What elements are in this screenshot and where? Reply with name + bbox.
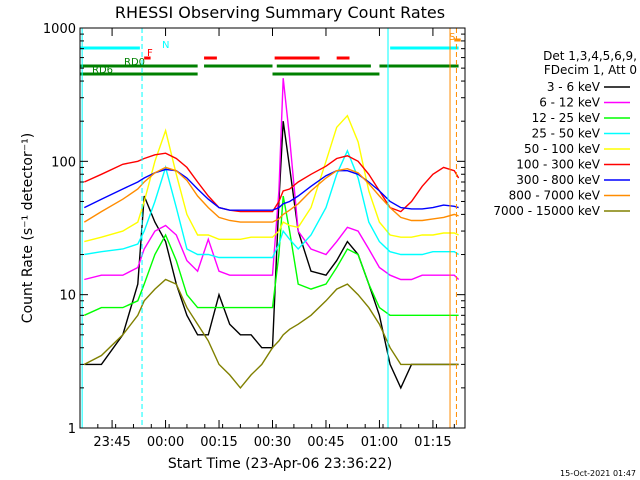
chart-title: RHESSI Observing Summary Count Rates [115, 3, 445, 22]
series-line-1 [84, 78, 460, 281]
legend-label-4: 50 - 100 keV [524, 142, 601, 156]
x-axis-label: Start Time (23-Apr-06 23:36:22) [168, 456, 392, 472]
x-tick-label-6: 01:15 [414, 435, 451, 450]
legend-header-1: FDecim 1, Att 0 [544, 63, 637, 77]
legend-label-3: 25 - 50 keV [532, 127, 601, 141]
legend-label-8: 7000 - 15000 keV [493, 204, 600, 218]
series-line-7 [83, 166, 459, 223]
flag-bars: NF S RD0 RD6 [80, 32, 461, 76]
y-tick-label-2: 100 [51, 155, 76, 170]
x-tick-label-4: 00:45 [307, 435, 344, 450]
plot-frame [79, 27, 466, 429]
series-line-8 [83, 278, 459, 390]
flag-label-f: F [147, 48, 153, 59]
series-line-5 [84, 152, 460, 213]
legend-label-5: 100 - 300 keV [516, 158, 600, 172]
y-tick-label-3: 1000 [43, 22, 76, 37]
x-tick-label-0: 23:45 [93, 435, 130, 450]
x-tick-label-2: 00:15 [200, 435, 237, 450]
series-line-3 [84, 149, 459, 259]
legend-label-0: 3 - 6 keV [547, 80, 601, 94]
series-line-6 [83, 168, 459, 211]
legend-label-1: 6 - 12 keV [539, 96, 601, 110]
y-tick-label-0: 1 [68, 422, 76, 437]
legend: Det 1,3,4,5,6,9,FDecim 1, Att 0 3 - 6 keV… [493, 49, 637, 218]
timestamp: 15-Oct-2021 01:47 [560, 469, 636, 478]
legend-label-7: 800 - 7000 keV [509, 189, 601, 203]
y-tick-label-1: 10 [59, 289, 76, 304]
series-lines [83, 78, 460, 390]
x-tick-label-3: 00:30 [254, 435, 291, 450]
legend-header-0: Det 1,3,4,5,6,9, [543, 49, 637, 63]
flag-label-s: S [449, 32, 455, 43]
flag-label-rd6: RD6 [92, 65, 113, 76]
legend-label-2: 12 - 25 keV [532, 111, 601, 125]
flag-label-n: N [162, 40, 169, 51]
flag-label-rd0: RD0 [124, 57, 145, 68]
x-tick-label-5: 01:00 [361, 435, 398, 450]
x-tick-label-1: 00:00 [147, 435, 184, 450]
vertical-markers [81, 28, 457, 428]
legend-label-6: 300 - 800 keV [516, 173, 600, 187]
y-axis-label: Count Rate (s⁻¹ detector⁻¹) [20, 133, 36, 323]
axis-ticks: 23:45 00:00 00:15 00:30 00:45 01:00 01:15 1 10 10… [43, 22, 465, 450]
series-line-4 [84, 114, 459, 243]
